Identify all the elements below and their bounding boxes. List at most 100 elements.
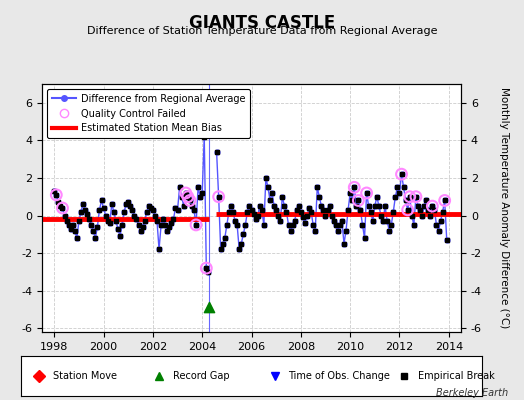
Point [321,212,330,219]
Point [252,216,260,222]
Point [383,218,391,224]
Legend: Difference from Regional Average, Quality Control Failed, Estimated Station Mean: Difference from Regional Average, Qualit… [47,89,250,138]
Point [128,207,137,213]
Point [221,235,229,241]
Point [395,190,403,196]
Point [441,197,449,204]
Point [52,192,60,198]
Point [280,203,289,209]
Point [151,212,159,219]
Point [432,222,441,228]
Point [52,192,60,198]
Point [256,203,264,209]
Point [140,218,149,224]
Point [436,218,445,224]
Point [71,227,79,234]
Point [225,208,233,215]
Point [309,222,318,228]
Point [325,203,334,209]
Point [350,184,358,190]
Point [181,190,190,196]
Point [328,212,336,219]
Point [180,203,188,209]
Point [122,201,130,208]
Text: Record Gap: Record Gap [173,371,230,381]
Point [406,194,414,200]
Point [73,235,81,241]
Point [91,235,100,241]
Point [348,197,356,204]
Point [105,220,114,226]
Point [104,218,112,224]
Point [81,207,89,213]
Point [290,218,299,224]
Point [391,194,399,200]
Point [188,203,196,209]
Point [311,227,320,234]
Point [185,197,194,204]
Point [434,227,443,234]
Point [412,194,420,200]
Text: Difference of Station Temperature Data from Regional Average: Difference of Station Temperature Data f… [87,26,437,36]
Point [231,218,239,224]
Point [67,226,75,232]
Point [183,194,192,200]
Point [414,203,422,209]
Point [102,212,110,219]
Point [75,218,83,224]
Point [294,203,303,209]
Point [399,184,408,190]
Point [136,227,145,234]
Point [173,207,182,213]
Point [377,212,385,219]
Point [340,240,348,247]
Point [159,216,167,222]
Point [114,226,122,232]
Text: Berkeley Earth: Berkeley Earth [436,388,508,398]
Point [363,190,371,196]
Point [79,201,87,208]
Point [389,208,398,215]
Point [385,227,394,234]
Point [110,208,118,215]
Point [354,197,363,204]
Point [408,212,416,219]
Point [120,208,128,215]
Point [155,246,163,252]
Point [100,205,108,211]
Point [439,208,447,215]
Point [176,184,184,190]
Point [266,197,274,204]
Point [245,203,254,209]
Point [205,304,213,310]
Point [163,227,171,234]
Point [346,190,354,196]
Point [192,222,200,228]
Point [401,197,410,204]
Y-axis label: Monthly Temperature Anomaly Difference (°C): Monthly Temperature Anomaly Difference (… [499,87,509,329]
Point [285,222,293,228]
Point [178,194,186,200]
Point [56,203,64,209]
Point [171,205,180,211]
Point [124,199,133,206]
Point [112,218,120,224]
Point [375,203,383,209]
Point [350,184,358,190]
Point [379,218,387,224]
Point [85,216,93,222]
Point [261,175,270,181]
Point [83,210,91,217]
Point [356,207,365,213]
Point [330,218,338,224]
Point [153,218,161,224]
Point [200,134,209,140]
Point [344,207,352,213]
Point [138,224,147,230]
Point [363,190,371,196]
Point [288,222,297,228]
Point [428,203,436,209]
Point [237,240,245,247]
Point [397,171,406,177]
Point [62,218,71,224]
